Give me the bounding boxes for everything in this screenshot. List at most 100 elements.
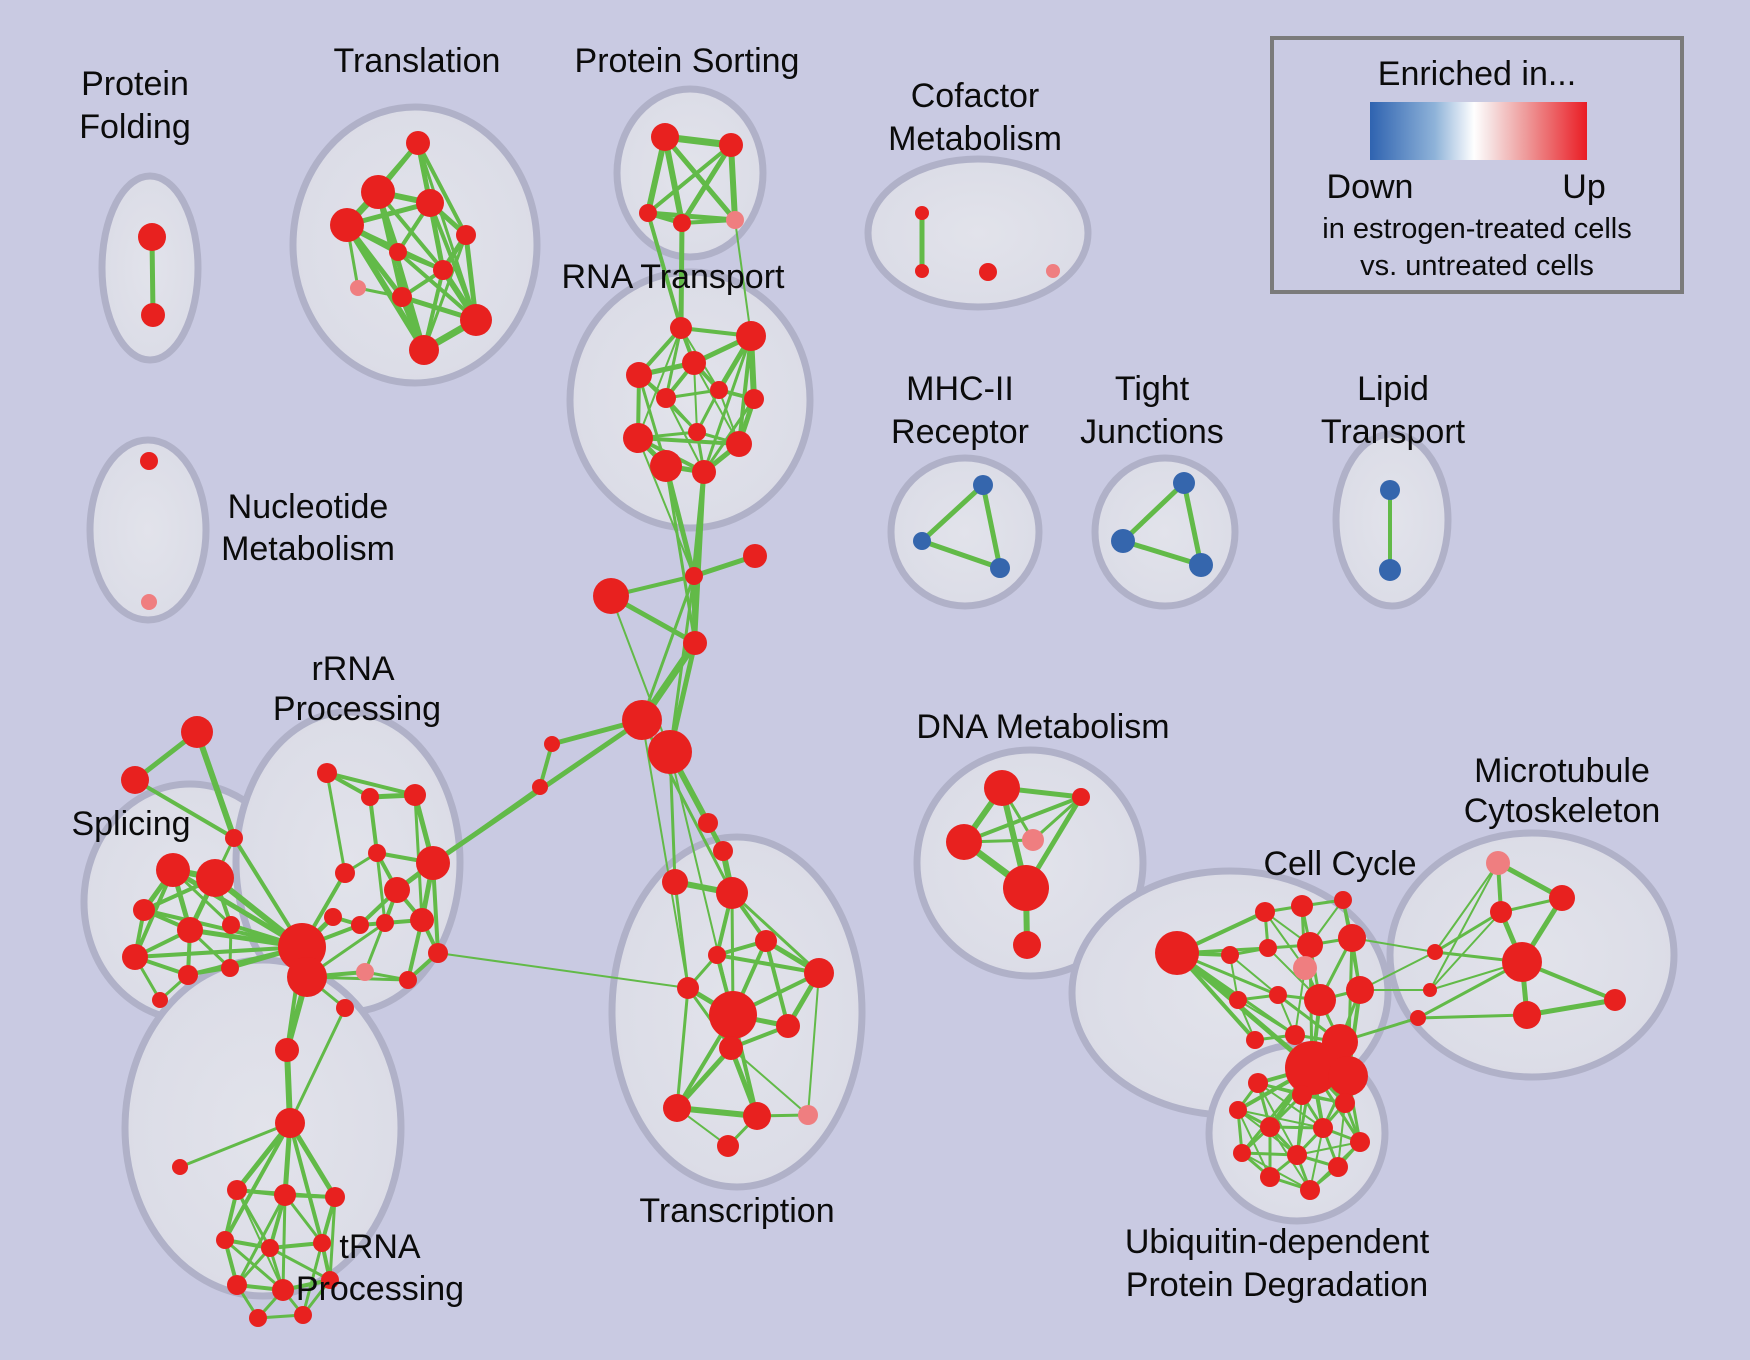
gene-set-node-104[interactable] [663,1094,691,1122]
gene-set-node-6[interactable] [456,225,476,245]
gene-set-node-150[interactable] [1233,1144,1251,1162]
gene-set-node-100[interactable] [677,977,699,999]
gene-set-node-143[interactable] [1248,1073,1268,1093]
gene-set-node-73[interactable] [376,914,394,932]
gene-set-node-26[interactable] [656,388,676,408]
gene-set-node-35[interactable] [913,532,931,550]
gene-set-node-71[interactable] [324,908,342,926]
gene-set-node-128[interactable] [1346,976,1374,1004]
gene-set-node-24[interactable] [682,351,706,375]
gene-set-node-115[interactable] [1013,931,1041,959]
gene-set-node-134[interactable] [1486,851,1510,875]
gene-set-node-42[interactable] [140,452,158,470]
gene-set-node-90[interactable] [227,1275,247,1295]
gene-set-node-28[interactable] [744,389,764,409]
gene-set-node-96[interactable] [716,877,748,909]
gene-set-node-52[interactable] [181,716,213,748]
gene-set-node-77[interactable] [356,963,374,981]
gene-set-node-101[interactable] [776,1014,800,1038]
gene-set-node-41[interactable] [1379,559,1401,581]
gene-set-node-36[interactable] [990,558,1010,578]
gene-set-node-32[interactable] [650,450,682,482]
gene-set-node-48[interactable] [622,700,662,740]
gene-set-node-72[interactable] [351,916,369,934]
gene-set-node-107[interactable] [717,1135,739,1157]
gene-set-node-112[interactable] [946,824,982,860]
gene-set-node-64[interactable] [317,763,337,783]
gene-set-node-68[interactable] [368,844,386,862]
gene-set-node-0[interactable] [138,223,166,251]
gene-set-node-84[interactable] [227,1180,247,1200]
gene-set-node-46[interactable] [593,578,629,614]
gene-set-node-57[interactable] [133,899,155,921]
gene-set-node-25[interactable] [626,362,652,388]
gene-set-node-139[interactable] [1604,989,1626,1011]
gene-set-node-56[interactable] [196,859,234,897]
gene-set-node-51[interactable] [532,779,548,795]
gene-set-node-10[interactable] [392,287,412,307]
gene-set-node-88[interactable] [261,1239,279,1257]
gene-set-node-95[interactable] [662,869,688,895]
gene-set-node-43[interactable] [141,594,157,610]
gene-set-node-82[interactable] [275,1108,305,1138]
gene-set-node-8[interactable] [433,260,453,280]
gene-set-node-18[interactable] [915,206,929,220]
gene-set-node-91[interactable] [272,1279,294,1301]
gene-set-node-65[interactable] [361,788,379,806]
gene-set-node-114[interactable] [1003,865,1049,911]
gene-set-node-47[interactable] [683,631,707,655]
gene-set-node-66[interactable] [404,784,426,806]
gene-set-node-54[interactable] [225,829,243,847]
gene-set-node-34[interactable] [973,475,993,495]
gene-set-node-31[interactable] [726,431,752,457]
gene-set-node-21[interactable] [1046,264,1060,278]
gene-set-node-49[interactable] [648,730,692,774]
gene-set-node-1[interactable] [141,303,165,327]
gene-set-node-123[interactable] [1338,924,1366,952]
gene-set-node-148[interactable] [1313,1118,1333,1138]
gene-set-node-3[interactable] [361,175,395,209]
gene-set-node-147[interactable] [1260,1117,1280,1137]
gene-set-node-103[interactable] [719,1036,743,1060]
gene-set-node-129[interactable] [1246,1031,1264,1049]
gene-set-node-106[interactable] [798,1105,818,1125]
gene-set-node-30[interactable] [623,423,653,453]
gene-set-node-97[interactable] [755,930,777,952]
gene-set-node-154[interactable] [1300,1180,1320,1200]
gene-set-node-9[interactable] [350,280,366,296]
gene-set-node-45[interactable] [743,544,767,568]
gene-set-node-15[interactable] [639,204,657,222]
gene-set-node-7[interactable] [389,243,407,261]
gene-set-node-85[interactable] [274,1184,296,1206]
gene-set-node-12[interactable] [409,335,439,365]
gene-set-node-132[interactable] [1285,1041,1339,1095]
gene-set-node-87[interactable] [216,1231,234,1249]
gene-set-node-62[interactable] [221,959,239,977]
gene-set-node-119[interactable] [1334,891,1352,909]
gene-set-node-4[interactable] [416,189,444,217]
gene-set-node-61[interactable] [178,965,198,985]
gene-set-node-78[interactable] [399,971,417,989]
gene-set-node-80[interactable] [336,999,354,1017]
gene-set-node-60[interactable] [122,944,148,970]
gene-set-node-69[interactable] [416,846,450,880]
gene-set-node-102[interactable] [709,991,757,1039]
gene-set-node-111[interactable] [1072,788,1090,806]
gene-set-node-33[interactable] [692,460,716,484]
gene-set-node-140[interactable] [1427,944,1443,960]
gene-set-node-76[interactable] [287,957,327,997]
gene-set-node-137[interactable] [1502,942,1542,982]
gene-set-node-89[interactable] [313,1234,331,1252]
gene-set-node-127[interactable] [1304,984,1336,1016]
gene-set-node-93[interactable] [249,1309,267,1327]
gene-set-node-74[interactable] [410,908,434,932]
gene-set-node-63[interactable] [152,992,168,1008]
gene-set-node-110[interactable] [984,770,1020,806]
gene-set-node-81[interactable] [275,1038,299,1062]
gene-set-node-105[interactable] [743,1102,771,1130]
gene-set-node-83[interactable] [172,1159,188,1175]
gene-set-node-130[interactable] [1285,1025,1305,1045]
gene-set-node-113[interactable] [1022,829,1044,851]
gene-set-node-27[interactable] [710,381,728,399]
gene-set-node-16[interactable] [673,214,691,232]
